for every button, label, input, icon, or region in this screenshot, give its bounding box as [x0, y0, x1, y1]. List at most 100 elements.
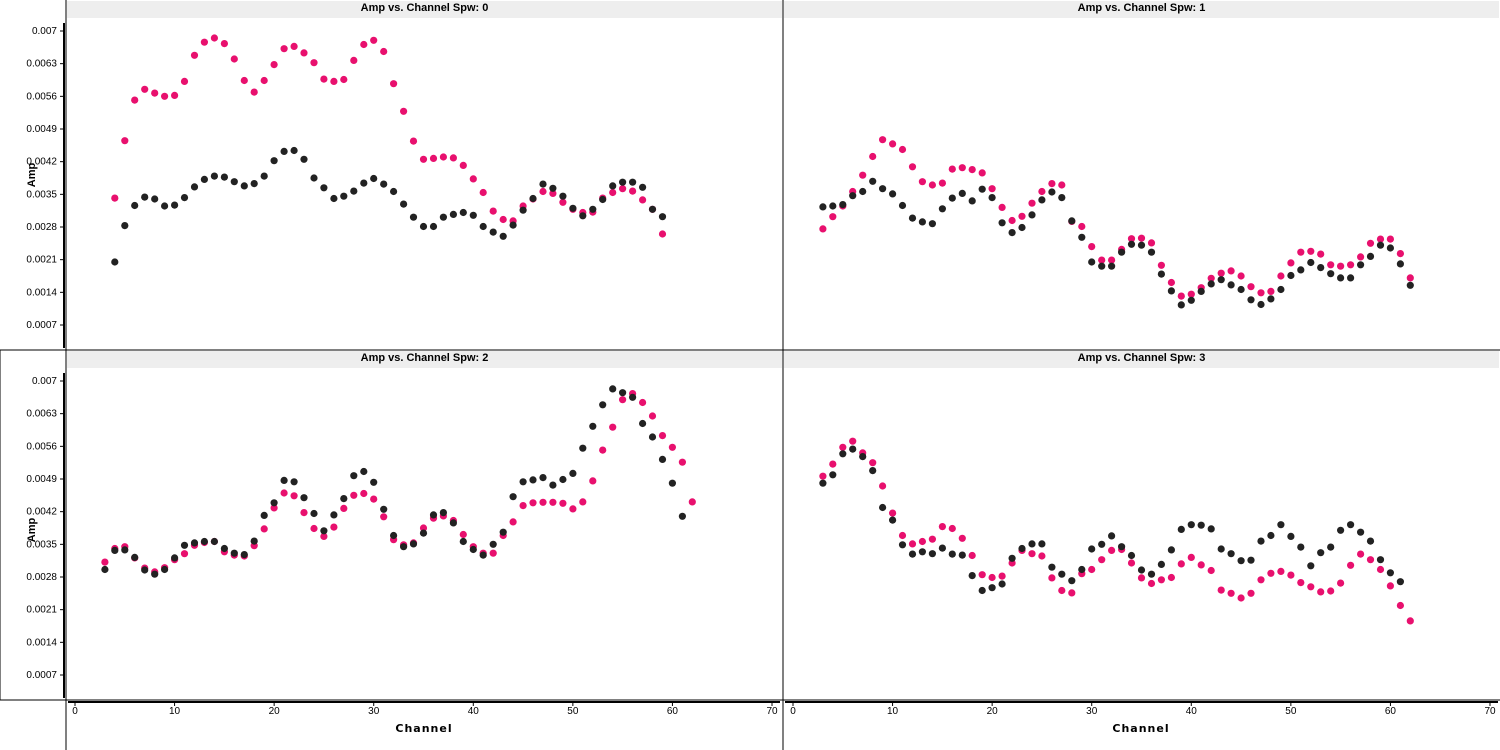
point-3-s0-15 [968, 551, 976, 560]
point-3-s0-23 [1048, 574, 1056, 582]
point-1-s1-42 [1237, 285, 1245, 294]
point-1-s0-9 [908, 163, 917, 171]
point-2-s0-57 [668, 443, 677, 451]
point-2-s1-20 [300, 494, 308, 502]
point-2-s1-21 [310, 509, 318, 518]
point-3-s1-3 [849, 445, 857, 453]
point-1-s0-37 [1187, 290, 1195, 298]
point-2-s0-47 [569, 505, 577, 513]
point-3-s1-48 [1297, 543, 1305, 551]
point-1-s1-13 [948, 194, 956, 202]
point-2-s1-41 [509, 493, 517, 501]
point-2-s0-39 [489, 549, 497, 557]
y-tick-label-0-5: 0.0042 [26, 157, 57, 168]
point-2-s1-19 [290, 478, 298, 486]
point-2-s0-22 [320, 532, 328, 541]
point-2-s1-54 [639, 419, 647, 428]
x-tick-label-1-7: 70 [1484, 706, 1496, 717]
point-1-s0-49 [1307, 247, 1315, 255]
point-1-s0-7 [889, 140, 897, 148]
point-3-s0-33 [1147, 579, 1156, 588]
point-3-s1-33 [1147, 570, 1156, 578]
point-0-s0-7 [180, 77, 189, 85]
point-2-s0-55 [648, 412, 657, 420]
point-3-s1-20 [1018, 544, 1026, 553]
point-3-s0-54 [1357, 550, 1365, 558]
panel-title-bar-2 [67, 351, 782, 368]
point-1-s1-54 [1357, 261, 1365, 269]
point-0-s1-35 [459, 208, 467, 217]
point-1-s0-39 [1207, 274, 1215, 282]
point-0-s0-39 [499, 215, 507, 224]
point-0-s1-11 [220, 173, 228, 181]
point-2-s1-26 [360, 467, 368, 476]
point-3-s0-35 [1167, 573, 1175, 582]
point-1-s1-12 [938, 205, 947, 213]
point-3-s1-56 [1376, 556, 1385, 564]
point-0-s1-26 [370, 174, 378, 183]
point-0-s0-9 [200, 38, 208, 46]
point-3-s0-10 [918, 537, 927, 546]
point-1-s0-57 [1386, 235, 1394, 243]
point-3-s0-11 [928, 535, 937, 543]
point-3-s1-10 [918, 548, 927, 556]
point-3-s0-7 [889, 509, 897, 517]
point-0-s0-10 [210, 34, 218, 42]
x-axis-label-0: Channel [395, 722, 452, 735]
point-0-s1-29 [400, 200, 408, 208]
point-2-s1-24 [340, 495, 348, 503]
point-2-s1-11 [210, 537, 218, 546]
point-3-s0-49 [1307, 583, 1315, 591]
point-2-s1-58 [678, 512, 687, 520]
point-0-s1-40 [509, 221, 517, 229]
point-3-s1-37 [1187, 521, 1195, 529]
point-3-s0-55 [1366, 556, 1375, 564]
point-1-s1-25 [1068, 217, 1076, 225]
point-0-s0-8 [190, 51, 199, 59]
point-1-s1-6 [879, 185, 887, 193]
panel-title-3: Amp vs. Channel Spw: 3 [1078, 352, 1206, 364]
point-2-s1-44 [539, 474, 547, 482]
point-1-s1-15 [968, 197, 976, 205]
point-2-s0-28 [380, 513, 388, 521]
x-tick-label-0-7: 70 [766, 706, 778, 717]
point-2-s1-42 [519, 478, 527, 486]
y-tick-label-0-7: 0.0056 [26, 91, 57, 102]
point-3-s1-24 [1058, 570, 1066, 578]
point-0-s1-38 [489, 228, 497, 236]
point-2-s1-8 [180, 541, 189, 549]
point-1-s0-48 [1297, 248, 1305, 256]
point-1-s0-32 [1137, 234, 1146, 242]
point-1-s1-38 [1197, 287, 1205, 295]
point-3-s1-12 [938, 544, 947, 552]
point-3-s0-0 [819, 472, 827, 480]
point-3-s1-14 [958, 551, 966, 559]
point-0-s1-52 [629, 178, 637, 186]
point-0-s1-49 [599, 195, 607, 204]
point-2-s1-31 [409, 540, 418, 548]
point-0-s0-17 [280, 45, 288, 53]
point-3-s0-36 [1177, 560, 1185, 568]
point-1-s1-16 [978, 185, 986, 193]
point-2-s1-14 [240, 551, 248, 559]
point-3-s0-58 [1396, 601, 1404, 610]
point-0-s0-35 [459, 161, 467, 169]
point-0-s1-14 [250, 180, 258, 188]
point-1-s1-26 [1078, 233, 1086, 241]
x-tick-label-0-2: 20 [269, 706, 281, 717]
point-1-s1-9 [908, 214, 917, 222]
point-2-s1-46 [559, 475, 567, 484]
point-3-s1-54 [1357, 528, 1365, 536]
panel-title-2: Amp vs. Channel Spw: 2 [361, 352, 489, 364]
point-1-s0-27 [1088, 243, 1096, 251]
point-0-s1-16 [270, 157, 278, 165]
point-3-s1-34 [1157, 560, 1165, 569]
point-3-s0-25 [1068, 589, 1076, 597]
point-1-s1-34 [1157, 270, 1165, 278]
point-2-s0-44 [539, 498, 547, 506]
point-0-s0-14 [250, 88, 258, 96]
point-1-s0-19 [1008, 216, 1016, 225]
point-0-s0-50 [609, 188, 617, 197]
point-3-s1-11 [928, 550, 937, 558]
point-3-s0-47 [1287, 571, 1295, 579]
